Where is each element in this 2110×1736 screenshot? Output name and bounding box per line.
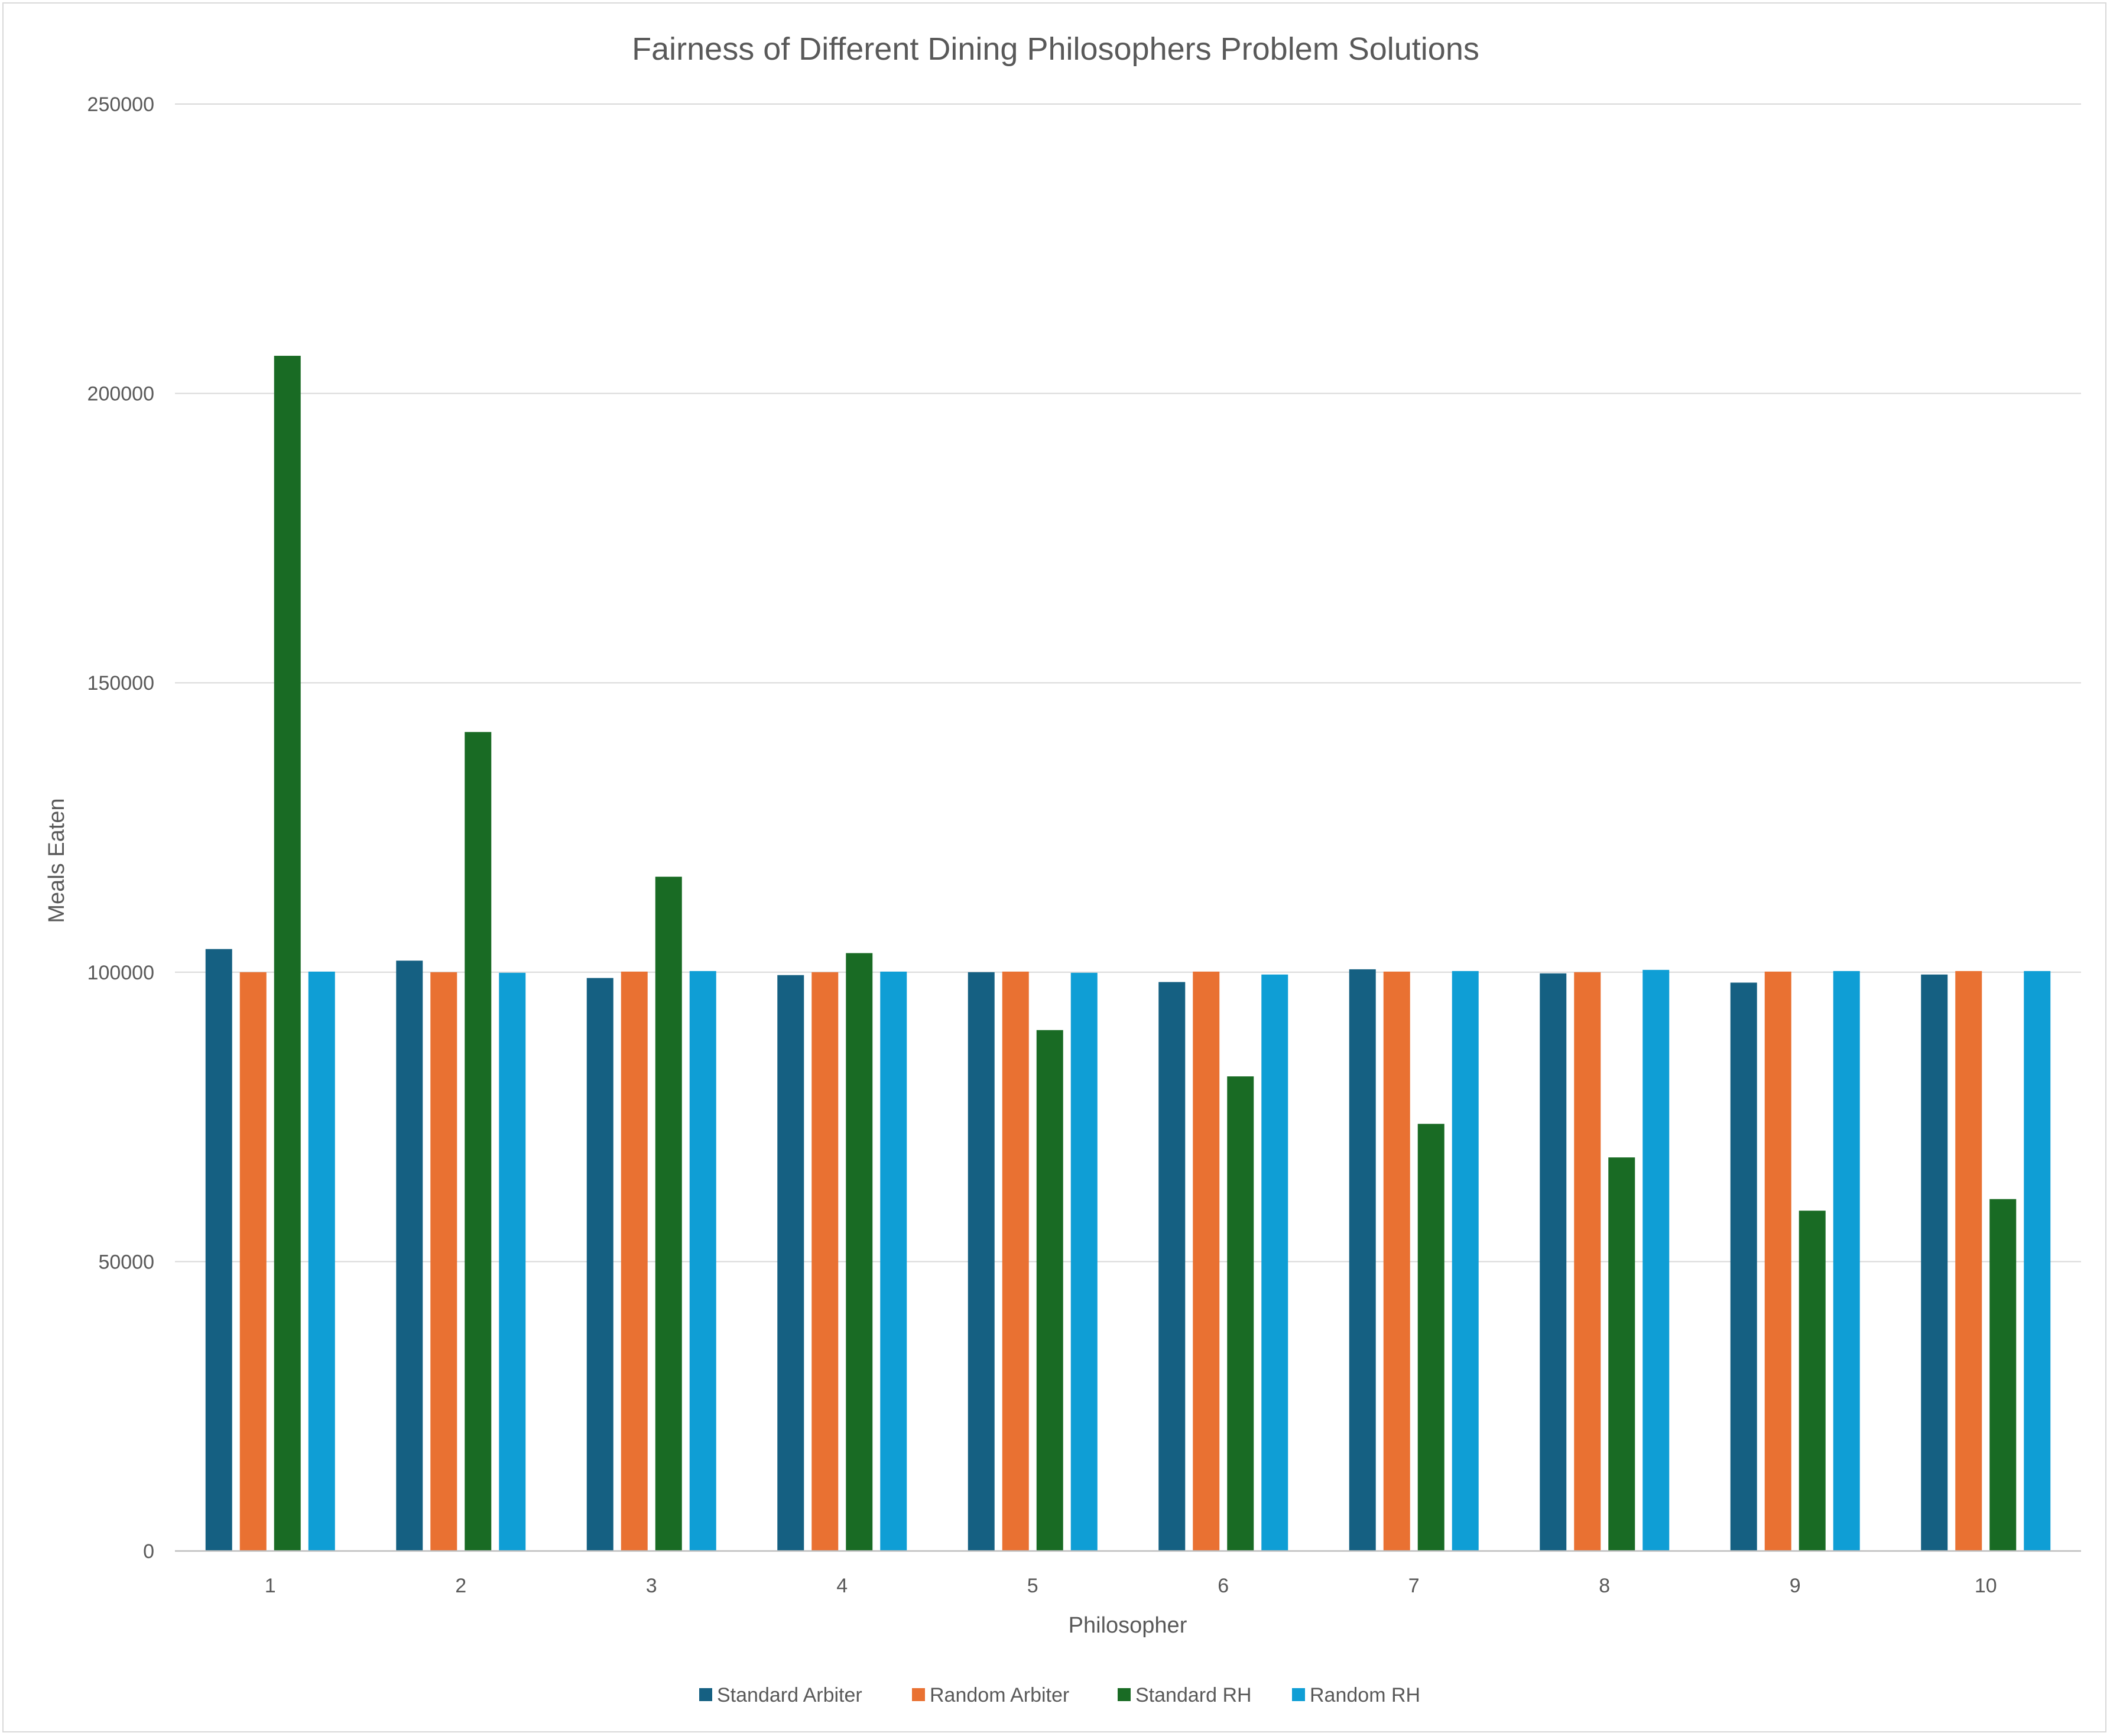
bar: [1036, 1030, 1063, 1551]
bar: [1540, 973, 1567, 1551]
x-axis-tick-labels: 1 2 3 4 5 6 7 8 9 10: [265, 1575, 1997, 1597]
bar: [880, 971, 907, 1551]
bar: [621, 971, 648, 1551]
bar: [396, 961, 423, 1551]
y-tick-label: 200000: [87, 383, 154, 405]
legend-label: Random Arbiter: [930, 1684, 1069, 1706]
bar: [689, 971, 716, 1551]
bar: [1799, 1211, 1826, 1551]
bar: [308, 971, 335, 1551]
bar: [1642, 969, 1670, 1551]
x-axis-title: Philosopher: [1069, 1613, 1187, 1638]
chart-title: Fairness of Different Dining Philosopher…: [632, 31, 1479, 67]
x-tick-label: 1: [265, 1575, 276, 1597]
x-tick-label: 10: [1975, 1575, 1997, 1597]
bar: [1261, 974, 1288, 1551]
x-tick-label: 4: [836, 1575, 848, 1597]
bar: [1989, 1199, 2017, 1551]
bar: [205, 949, 232, 1551]
bar: [274, 355, 301, 1551]
x-tick-label: 7: [1408, 1575, 1420, 1597]
bar: [1833, 971, 1860, 1551]
bar: [1608, 1157, 1635, 1551]
legend-label: Random RH: [1310, 1684, 1420, 1706]
y-axis-tick-labels: 0 50000 100000 150000 200000 250000: [87, 93, 154, 1563]
x-tick-label: 8: [1599, 1575, 1610, 1597]
x-tick-label: 3: [646, 1575, 657, 1597]
y-tick-label: 50000: [98, 1251, 154, 1273]
bar: [777, 975, 804, 1551]
bar: [430, 972, 457, 1551]
bar: [586, 978, 613, 1551]
gridlines: [175, 103, 2081, 1263]
bar: [1002, 971, 1029, 1551]
y-tick-label: 0: [143, 1540, 154, 1563]
bar: [1227, 1076, 1254, 1551]
bar: [1158, 982, 1186, 1551]
bar: [655, 877, 682, 1551]
bars: [205, 355, 2051, 1551]
bar: [1193, 971, 1220, 1551]
bar: [499, 972, 526, 1551]
bar: [1955, 971, 1982, 1551]
bar: [2024, 971, 2051, 1551]
bar: [1070, 972, 1098, 1551]
legend-swatch: [699, 1688, 712, 1701]
legend-swatch: [1292, 1688, 1305, 1701]
bar: [811, 972, 839, 1551]
bar: [846, 953, 873, 1551]
x-tick-label: 2: [455, 1575, 466, 1597]
bar: [1921, 974, 1948, 1551]
legend: Standard Arbiter Random Arbiter Standard R…: [699, 1684, 1420, 1706]
x-tick-label: 5: [1027, 1575, 1038, 1597]
x-tick-label: 9: [1790, 1575, 1801, 1597]
legend-label: Standard Arbiter: [717, 1684, 862, 1706]
bar: [968, 972, 995, 1551]
bar: [1417, 1124, 1444, 1551]
y-axis-title: Meals Eaten: [44, 798, 69, 923]
bar: [1730, 982, 1757, 1551]
bar: [1574, 972, 1601, 1551]
x-tick-label: 6: [1218, 1575, 1229, 1597]
y-tick-label: 250000: [87, 93, 154, 116]
legend-swatch: [912, 1688, 925, 1701]
legend-label: Standard RH: [1135, 1684, 1252, 1706]
y-tick-label: 150000: [87, 672, 154, 695]
bar: [1764, 971, 1791, 1551]
chart-svg: Fairness of Different Dining Philosopher…: [44, 31, 2081, 1706]
bar: [465, 732, 492, 1551]
legend-swatch: [1118, 1688, 1131, 1701]
bar: [1383, 971, 1410, 1551]
bar: [1349, 969, 1376, 1551]
y-tick-label: 100000: [87, 962, 154, 984]
bar: [239, 972, 267, 1551]
bar: [1452, 971, 1479, 1551]
